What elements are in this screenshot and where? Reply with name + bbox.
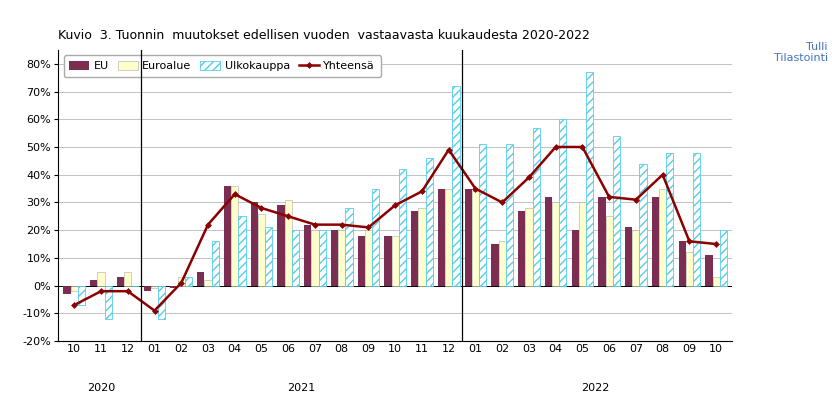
Bar xyxy=(693,153,701,286)
Bar xyxy=(265,228,272,286)
Bar xyxy=(178,277,185,286)
Bar xyxy=(71,286,78,291)
Bar xyxy=(197,272,205,286)
Text: 2022: 2022 xyxy=(582,383,610,393)
Bar xyxy=(640,163,646,286)
Bar xyxy=(651,197,659,286)
Text: 2021: 2021 xyxy=(288,383,315,393)
Bar xyxy=(171,286,178,288)
Bar xyxy=(392,236,399,286)
Bar xyxy=(250,203,258,286)
Bar xyxy=(63,286,71,294)
Bar xyxy=(612,136,620,286)
Bar xyxy=(498,241,506,286)
Bar xyxy=(586,72,593,286)
Bar xyxy=(472,191,479,286)
Bar xyxy=(632,230,640,286)
Bar xyxy=(492,244,498,286)
Bar xyxy=(506,144,513,286)
Bar xyxy=(365,230,372,286)
Bar xyxy=(552,203,559,286)
Bar xyxy=(292,230,299,286)
Bar xyxy=(425,158,433,286)
Bar xyxy=(438,188,445,286)
Bar xyxy=(305,225,311,286)
Bar xyxy=(258,213,265,286)
Bar xyxy=(679,241,686,286)
Bar xyxy=(277,205,285,286)
Bar xyxy=(331,230,338,286)
Bar xyxy=(211,241,219,286)
Bar xyxy=(151,286,158,288)
Bar xyxy=(124,272,131,286)
Text: Tulli
Tilastointi: Tulli Tilastointi xyxy=(774,42,828,63)
Legend: EU, Euroalue, Ulkokauppa, Yhteensä: EU, Euroalue, Ulkokauppa, Yhteensä xyxy=(64,55,381,77)
Text: 2020: 2020 xyxy=(87,383,115,393)
Bar xyxy=(453,86,459,286)
Bar xyxy=(185,277,192,286)
Bar xyxy=(238,216,245,286)
Bar xyxy=(712,277,720,286)
Bar xyxy=(105,286,111,319)
Bar xyxy=(479,144,486,286)
Bar xyxy=(606,216,612,286)
Bar xyxy=(338,230,345,286)
Bar xyxy=(579,203,586,286)
Bar xyxy=(285,200,292,286)
Bar xyxy=(525,208,532,286)
Bar xyxy=(720,230,727,286)
Bar xyxy=(384,236,392,286)
Bar xyxy=(311,230,319,286)
Bar xyxy=(345,208,353,286)
Bar xyxy=(532,128,540,286)
Bar xyxy=(598,197,606,286)
Bar xyxy=(418,208,425,286)
Text: Kuvio  3. Tuonnin  muutokset edellisen vuoden  vastaavasta kuukaudesta 2020-2022: Kuvio 3. Tuonnin muutokset edellisen vuo… xyxy=(58,29,590,42)
Bar xyxy=(205,280,211,286)
Bar xyxy=(224,186,231,286)
Bar xyxy=(358,236,365,286)
Bar xyxy=(97,272,105,286)
Bar xyxy=(559,119,567,286)
Bar xyxy=(445,188,453,286)
Bar xyxy=(372,188,379,286)
Bar xyxy=(319,230,326,286)
Bar xyxy=(399,169,406,286)
Bar xyxy=(464,188,472,286)
Bar xyxy=(144,286,151,291)
Bar xyxy=(117,277,124,286)
Bar xyxy=(706,255,712,286)
Bar xyxy=(158,286,166,319)
Bar xyxy=(686,253,693,286)
Bar xyxy=(518,211,525,286)
Bar xyxy=(625,228,632,286)
Bar xyxy=(90,280,97,286)
Bar xyxy=(659,188,666,286)
Bar xyxy=(572,230,579,286)
Bar xyxy=(231,186,238,286)
Bar xyxy=(545,197,552,286)
Bar xyxy=(411,211,418,286)
Bar xyxy=(78,286,85,305)
Bar xyxy=(666,153,673,286)
